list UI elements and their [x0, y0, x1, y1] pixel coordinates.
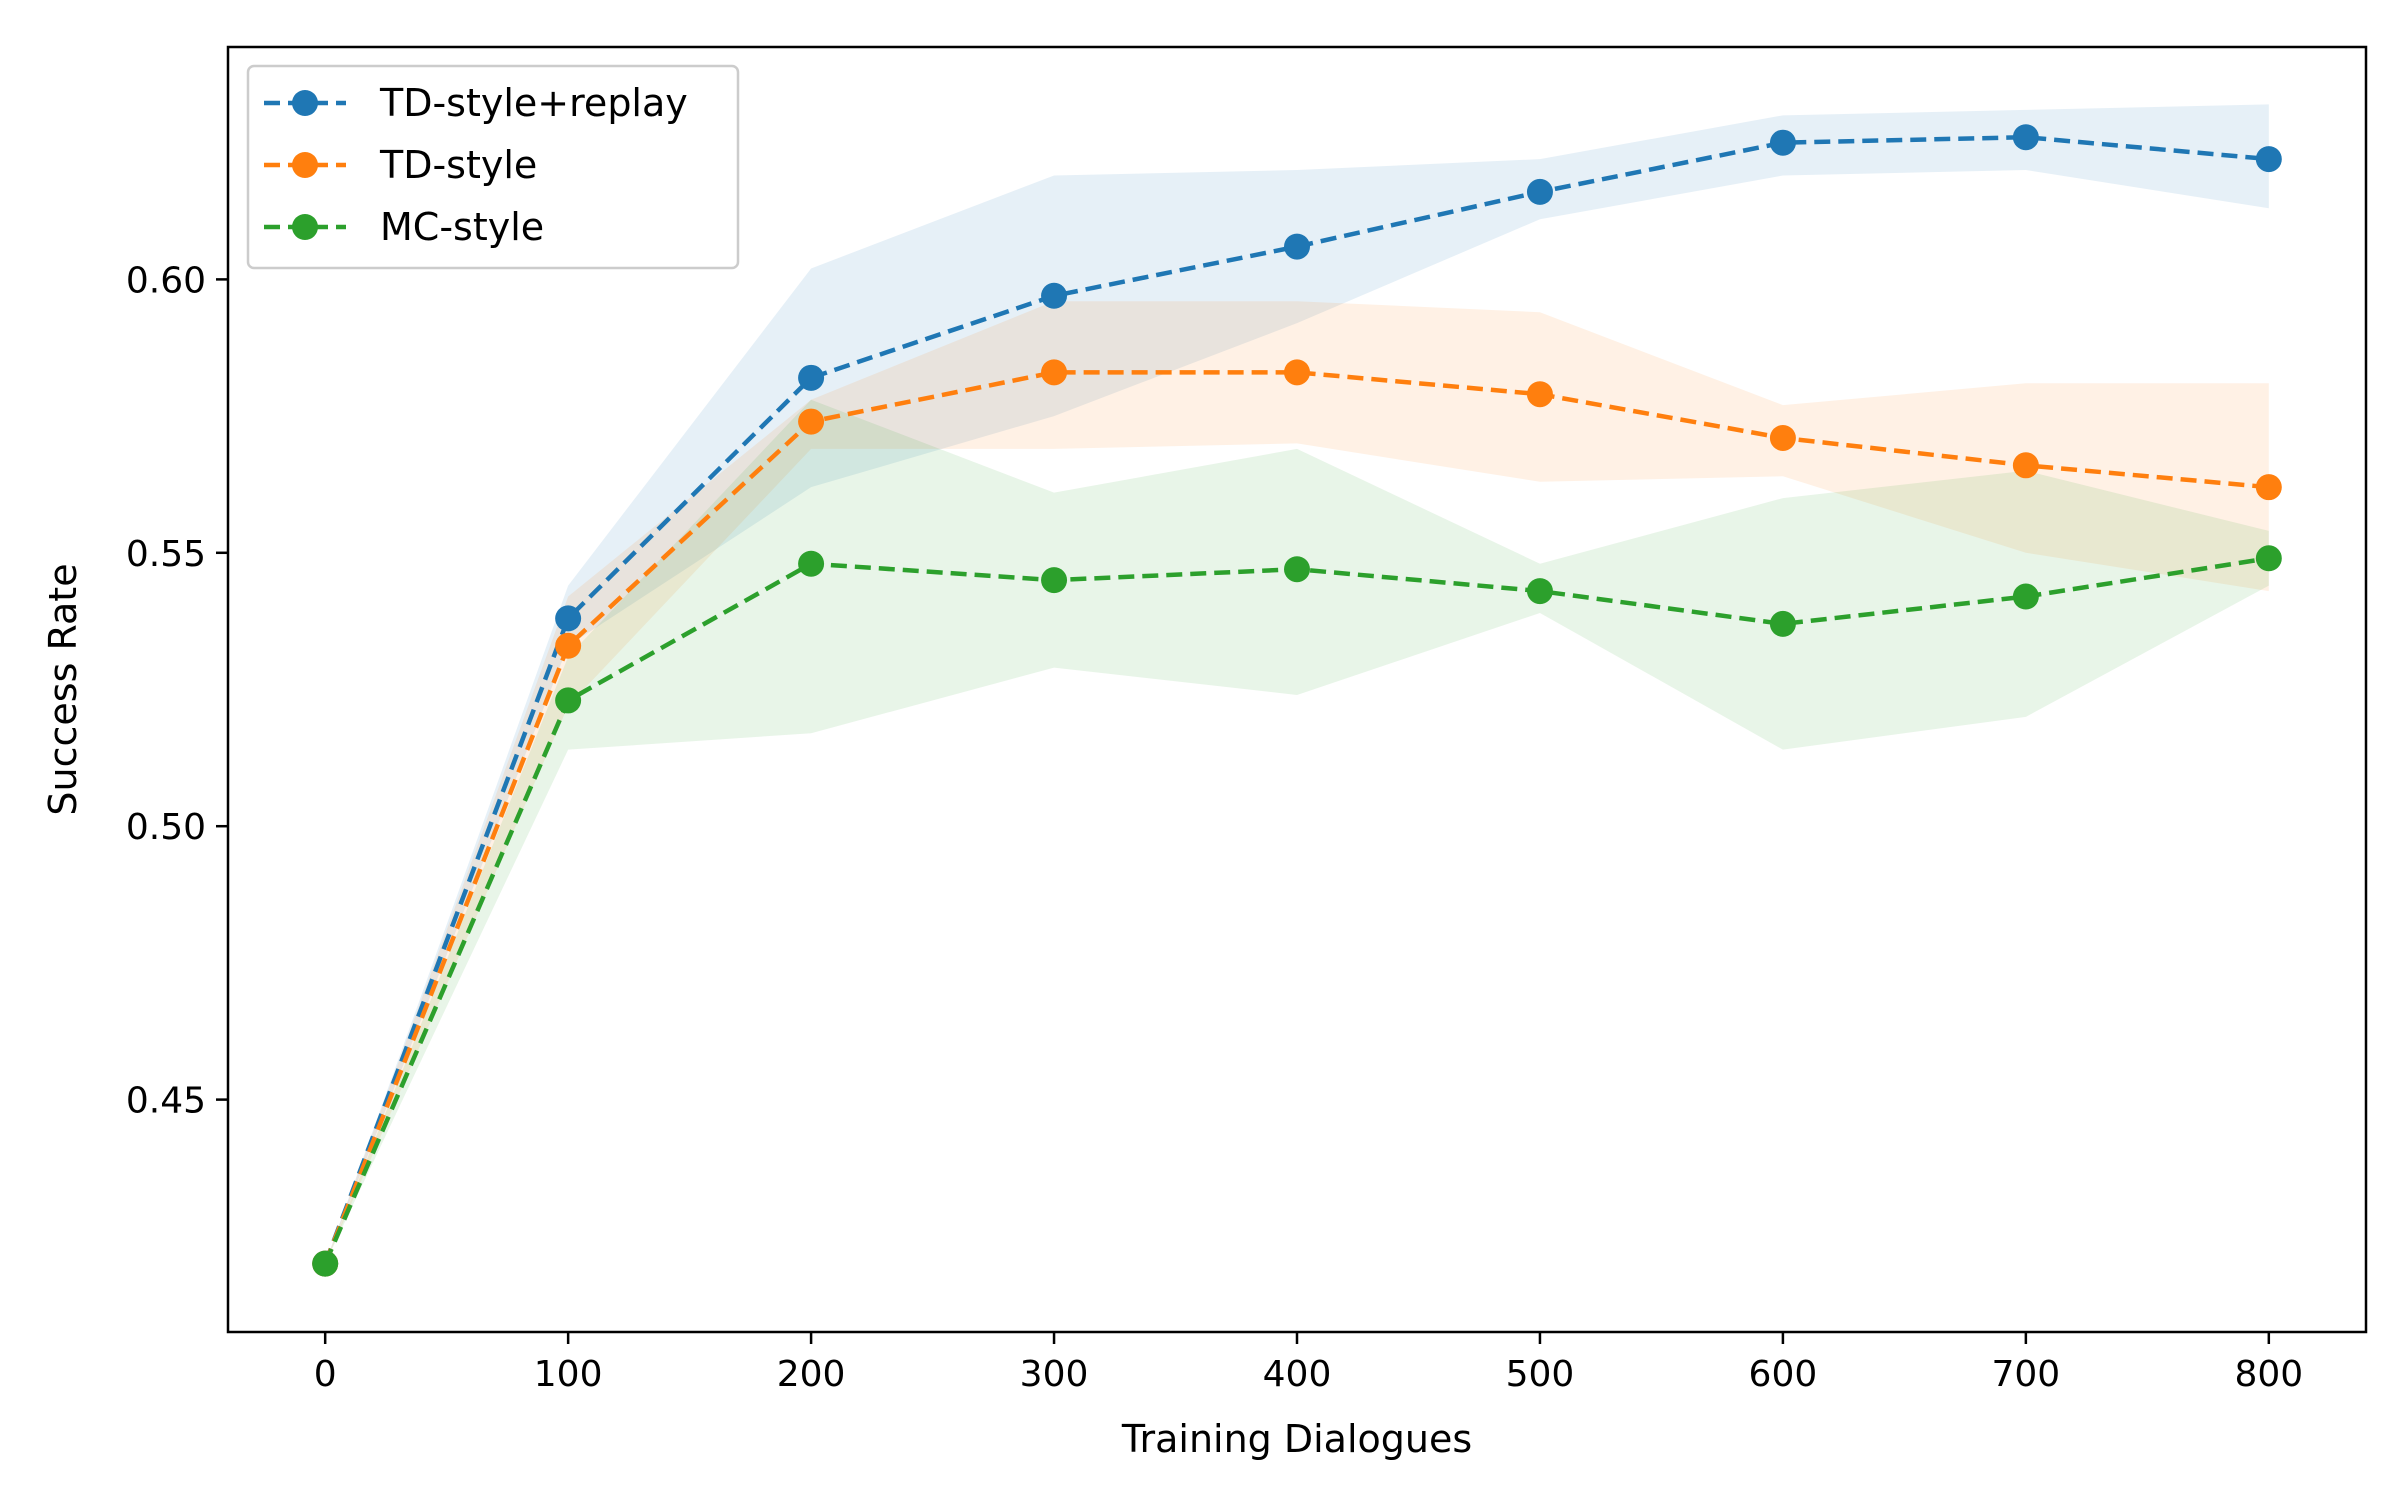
x-tick-label: 600: [1749, 1354, 1818, 1395]
series-points: [312, 124, 2282, 1277]
x-tick-label: 0: [314, 1354, 337, 1395]
point-series-2-800: [2255, 545, 2282, 572]
line-series-1: [323, 370, 2270, 1265]
y-axis: 0.45 0.50 0.55 0.60: [126, 260, 228, 1122]
x-tick-label: 100: [534, 1354, 603, 1395]
point-series-2-300: [1041, 567, 1068, 594]
legend-box: [246, 64, 740, 270]
point-series-0-400: [1284, 233, 1310, 260]
point-series-1-500: [1526, 381, 1553, 408]
point-series-1-300: [1041, 359, 1068, 386]
point-series-1-800: [2255, 474, 2282, 501]
point-series-2-0: [312, 1250, 339, 1277]
x-axis: 0 100 200 300 400 500 600 700 800: [314, 1332, 2303, 1395]
point-series-0-200: [798, 364, 825, 391]
legend: TD-style+replay TD-style MC-style: [246, 64, 740, 270]
point-series-1-400: [1284, 359, 1310, 386]
y-tick-label: 0.55: [126, 534, 206, 575]
y-tick-label: 0.45: [126, 1081, 206, 1122]
legend-marker-1: [292, 152, 318, 178]
point-series-2-600: [1769, 610, 1796, 637]
legend-label: TD-style+replay: [379, 81, 688, 125]
y-tick-label: 0.50: [126, 807, 206, 848]
point-series-1-700: [2012, 452, 2039, 479]
point-series-0-300: [1041, 282, 1068, 309]
legend-label: TD-style: [379, 143, 537, 187]
x-tick-label: 300: [1020, 1354, 1089, 1395]
band-series-1: [325, 301, 2269, 1264]
point-series-0-100: [555, 605, 582, 632]
point-series-2-500: [1526, 578, 1553, 605]
legend-marker-2: [292, 214, 318, 240]
point-series-1-200: [798, 408, 825, 435]
x-tick-label: 400: [1263, 1354, 1332, 1395]
point-series-1-100: [555, 632, 582, 659]
x-axis-label: Training Dialogues: [1121, 1417, 1472, 1461]
point-series-0-600: [1769, 129, 1796, 156]
band-series-0: [325, 104, 2269, 1264]
point-series-2-700: [2012, 583, 2039, 610]
point-series-0-800: [2255, 146, 2282, 173]
point-series-2-400: [1284, 556, 1310, 583]
point-series-1-600: [1769, 424, 1796, 451]
point-series-0-500: [1526, 178, 1553, 205]
x-tick-label: 200: [777, 1354, 846, 1395]
point-series-2-200: [798, 550, 825, 577]
point-series-0-700: [2012, 124, 2039, 151]
x-tick-label: 500: [1506, 1354, 1575, 1395]
y-tick-label: 0.60: [126, 260, 206, 301]
legend-label: MC-style: [380, 205, 544, 249]
y-axis-label: Success Rate: [41, 563, 85, 815]
legend-marker-0: [292, 90, 318, 116]
line-series-0: [323, 134, 2270, 1265]
x-tick-label: 700: [1992, 1354, 2061, 1395]
point-series-2-100: [555, 687, 582, 714]
x-tick-label: 800: [2234, 1354, 2303, 1395]
